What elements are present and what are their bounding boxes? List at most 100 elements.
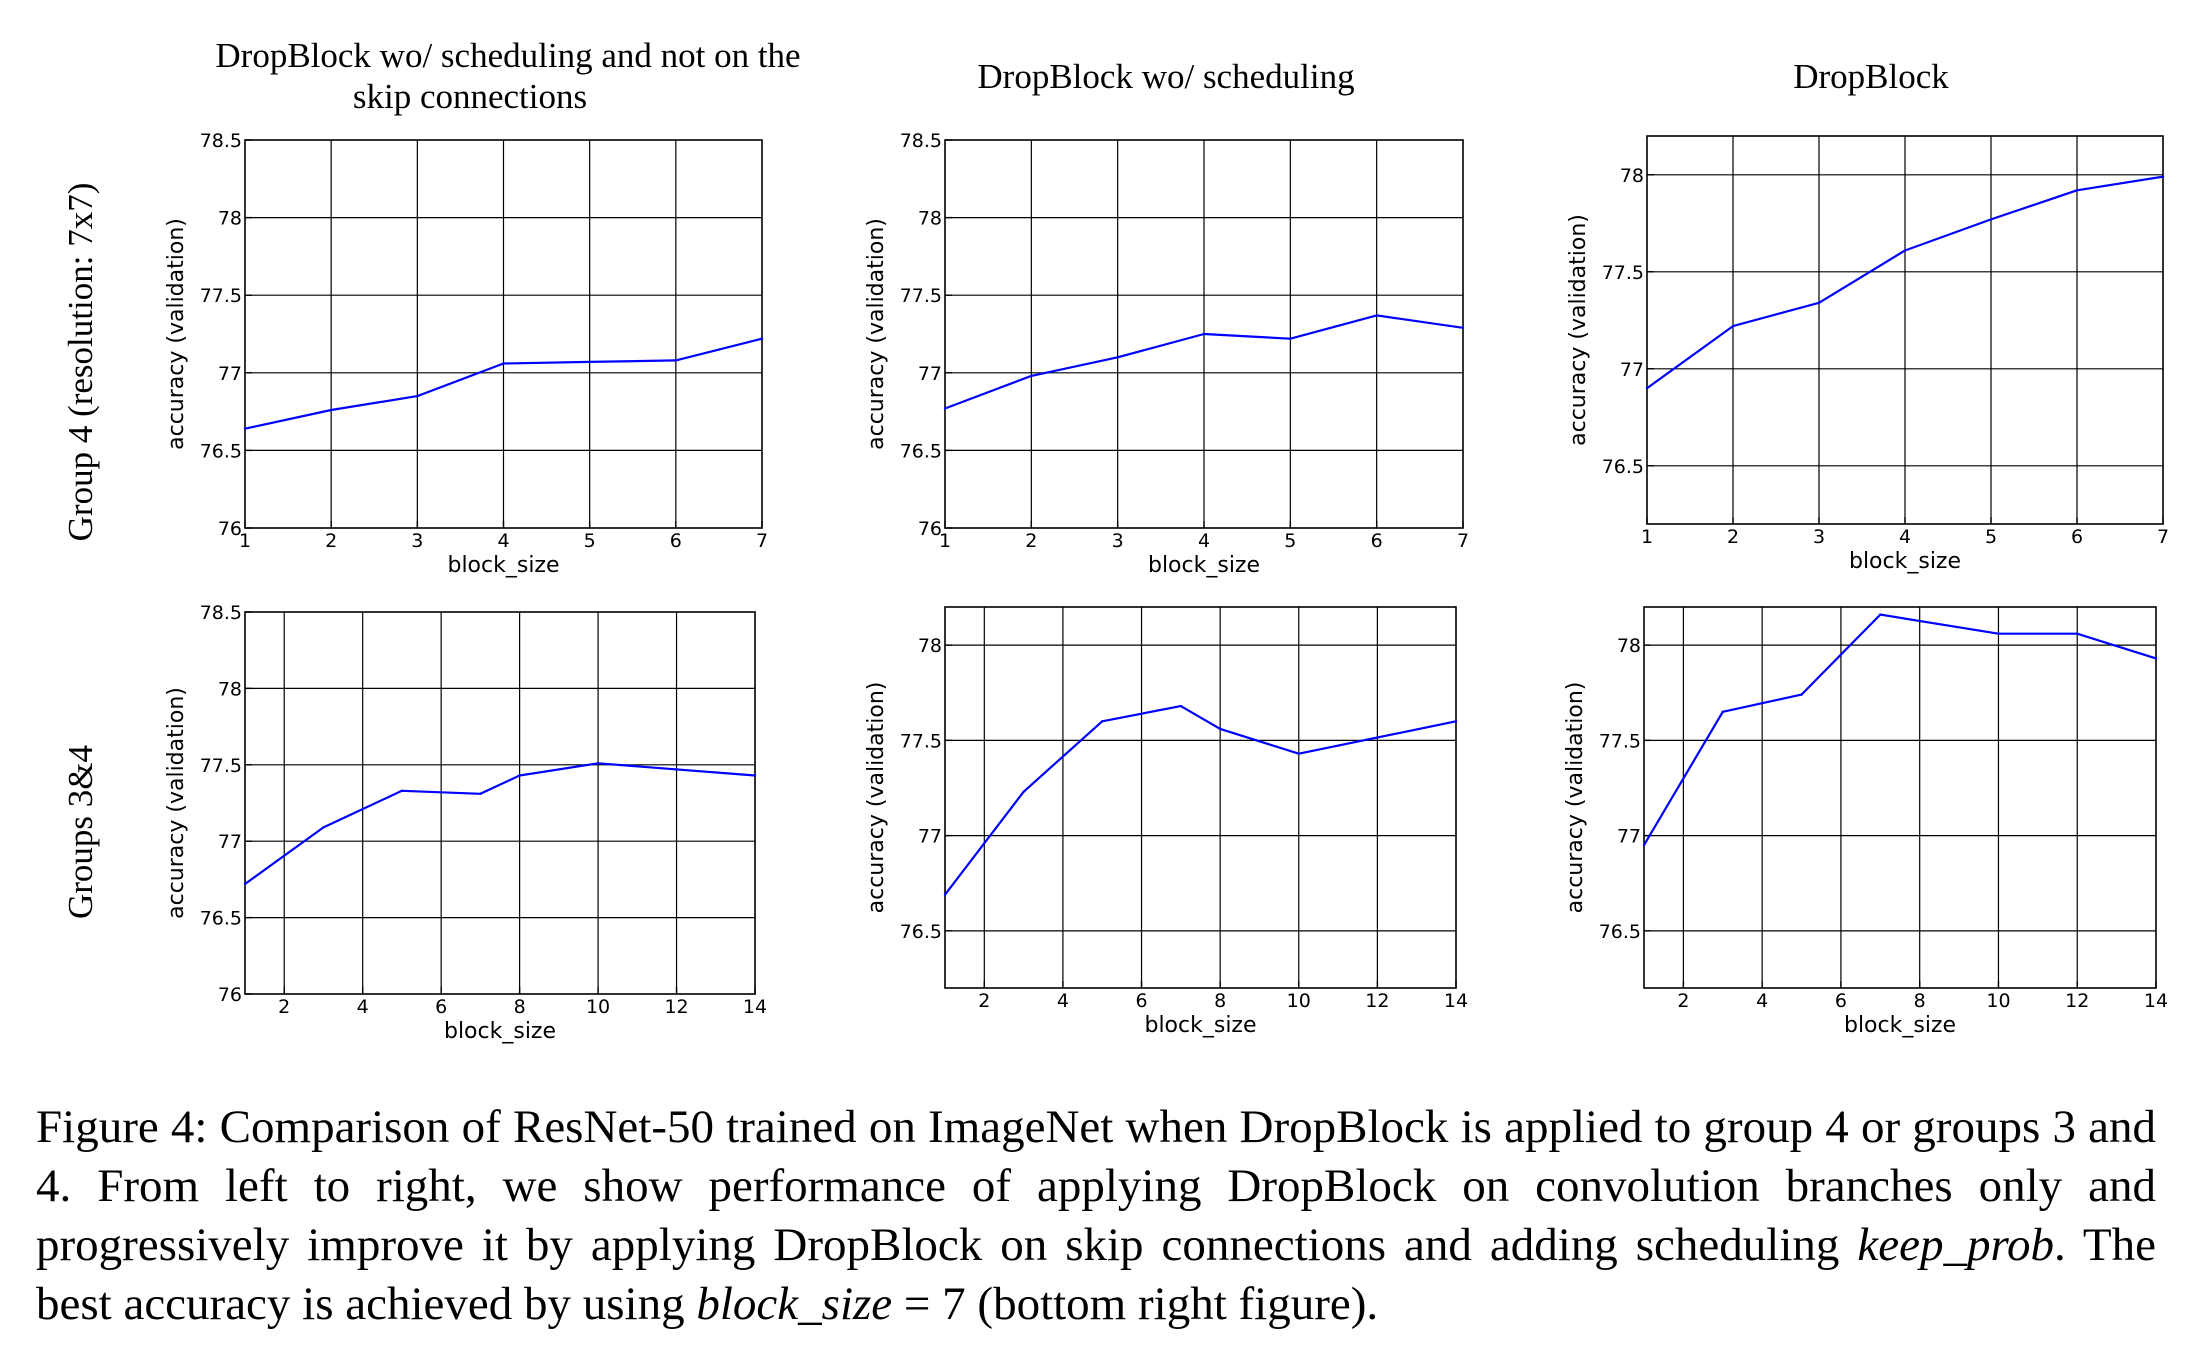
data-point <box>1297 752 1300 755</box>
data-point <box>322 826 325 829</box>
chart-panels: 1 2 3 4 5 6 77676.57777.57878.5block_sizeaccur… <box>164 130 2169 1044</box>
figure: DropBlock wo/ scheduling and not on thes… <box>61 36 2169 1044</box>
x-tick-label: 5 <box>584 530 596 552</box>
data-point <box>1116 356 1119 359</box>
y-tick-label: 76.5 <box>1602 456 1644 478</box>
x-tick-label: 4 <box>357 996 369 1018</box>
y-tick-label: 78 <box>218 208 242 230</box>
y-tick-label: 76 <box>218 984 242 1006</box>
data-point <box>502 362 505 365</box>
x-tick-label: 10 <box>586 996 610 1018</box>
data-point <box>674 359 678 362</box>
x-tick-label: 7 <box>756 530 768 552</box>
data-point <box>329 408 333 412</box>
data-point <box>400 789 404 792</box>
column-titles: DropBlock wo/ scheduling and not on thes… <box>215 36 1949 116</box>
y-tick-label: 78.5 <box>900 130 942 152</box>
y-axis-label: accuracy (validation) <box>164 218 189 450</box>
x-tick-label: 12 <box>664 996 688 1018</box>
series-line <box>1643 613 2157 846</box>
y-tick-label: 78.5 <box>200 130 242 152</box>
y-tick-label: 77.5 <box>900 730 942 752</box>
x-tick-label: 1 <box>239 530 251 552</box>
chart-panel-5: 2 4 6 8 10 12 14 76.5 77 77.5 78 block_size accuracy… <box>864 606 1468 1038</box>
y-tick-label: 77.5 <box>1599 730 1641 752</box>
x-tick-label: 14 <box>1444 990 1468 1012</box>
column-title-1-line-1: DropBlock wo/ scheduling and not on the <box>215 36 800 75</box>
data-point <box>1202 332 1206 336</box>
x-tick-label: 10 <box>1287 990 1311 1012</box>
y-tick-label: 76.5 <box>900 921 942 943</box>
y-axis-label: accuracy (validation) <box>1566 214 1591 446</box>
x-tick-label: 10 <box>1986 990 2010 1012</box>
x-tick-label: 2 <box>1727 526 1739 548</box>
y-axis-label: accuracy (validation) <box>1563 682 1588 914</box>
x-axis-label: block_size <box>1148 553 1260 578</box>
x-tick-label: 1 <box>1641 526 1653 548</box>
caption-text-1: Figure 4: Comparison of ResNet-50 traine… <box>36 1101 2156 1271</box>
data-point <box>1101 720 1104 723</box>
x-tick-label: 6 <box>1835 990 1847 1012</box>
chart-panel-1: 1 2 3 4 5 6 7 76 76.5 77 77.5 78 78.5 block_size accur… <box>164 130 768 578</box>
y-tick-label: 76.5 <box>1599 921 1641 943</box>
column-title-2: DropBlock wo/ scheduling <box>977 57 1354 96</box>
series-line <box>944 704 1457 896</box>
data-point <box>1903 249 1907 252</box>
y-tick-label: 77.5 <box>200 755 242 777</box>
plot-frame <box>244 611 756 995</box>
x-tick-label: 4 <box>1198 530 1210 552</box>
y-tick-label: 78 <box>1617 635 1641 657</box>
x-tick-label: 6 <box>435 996 447 1018</box>
data-point <box>2154 657 2158 660</box>
y-tick-label: 78 <box>918 208 942 230</box>
data-point <box>1989 218 1993 221</box>
y-tick-label: 76.5 <box>200 440 242 462</box>
grid-lines <box>945 140 1463 528</box>
x-tick-label: 2 <box>278 996 290 1018</box>
x-tick-label: 6 <box>1135 990 1147 1012</box>
caption-text-2: . The best accuracy is achieved by using <box>36 1219 2156 1330</box>
x-tick-label: 3 <box>1813 526 1825 548</box>
caption-math-block-size: block_size <box>696 1278 893 1330</box>
grid-lines <box>245 140 762 528</box>
series-line <box>244 762 756 885</box>
x-tick-label: 8 <box>514 996 526 1018</box>
grid-lines <box>1647 136 2163 524</box>
caption-math-keep-prob: keep_prob <box>1857 1219 2055 1271</box>
x-tick-label: 14 <box>2144 990 2168 1012</box>
column-title-3: DropBlock <box>1793 57 1949 96</box>
y-tick-label: 76.5 <box>900 440 942 462</box>
y-tick-label: 76 <box>918 518 942 540</box>
data-point <box>1375 314 1378 317</box>
x-tick-label: 12 <box>2065 990 2089 1012</box>
y-axis-label: accuracy (validation) <box>164 687 189 919</box>
plot-frame <box>944 606 1457 989</box>
data-point <box>2161 175 2165 178</box>
data-point <box>1800 693 1803 696</box>
grid-lines <box>1644 607 2156 988</box>
y-tick-label: 78.5 <box>200 602 242 624</box>
x-tick-label: 6 <box>670 530 682 552</box>
data-point <box>1879 613 1882 616</box>
y-tick-label: 77 <box>918 363 942 385</box>
x-tick-label: 3 <box>411 530 423 552</box>
x-tick-label: 2 <box>1025 530 1037 552</box>
y-tick-label: 77 <box>218 363 242 385</box>
x-tick-label: 4 <box>497 530 509 552</box>
chart-panel-3: 1 2 3 4 5 6 7 76.5 77 77.5 78 block_size accuracy (v… <box>1566 135 2169 574</box>
data-point <box>479 792 482 796</box>
data-point <box>1642 843 1646 847</box>
column-title-1-line-2: skip connections <box>353 77 587 116</box>
x-tick-label: 5 <box>1284 530 1296 552</box>
x-tick-label: 5 <box>1985 526 1997 548</box>
x-axis-label: block_size <box>1844 1013 1956 1038</box>
data-point <box>1645 387 1649 390</box>
figure-caption: Figure 4: Comparison of ResNet-50 traine… <box>36 1098 2156 1334</box>
x-tick-label: 6 <box>1371 530 1383 552</box>
x-tick-label: 2 <box>1677 990 1689 1012</box>
x-tick-label: 4 <box>1899 526 1911 548</box>
x-axis-label: block_size <box>444 1019 556 1044</box>
data-point <box>1721 710 1724 713</box>
chart-panel-4: 2 4 6 8 10 12 14 76 76.5 77 77.5 78 78.5 block_size ac… <box>164 602 767 1044</box>
x-tick-label: 4 <box>1756 990 1768 1012</box>
